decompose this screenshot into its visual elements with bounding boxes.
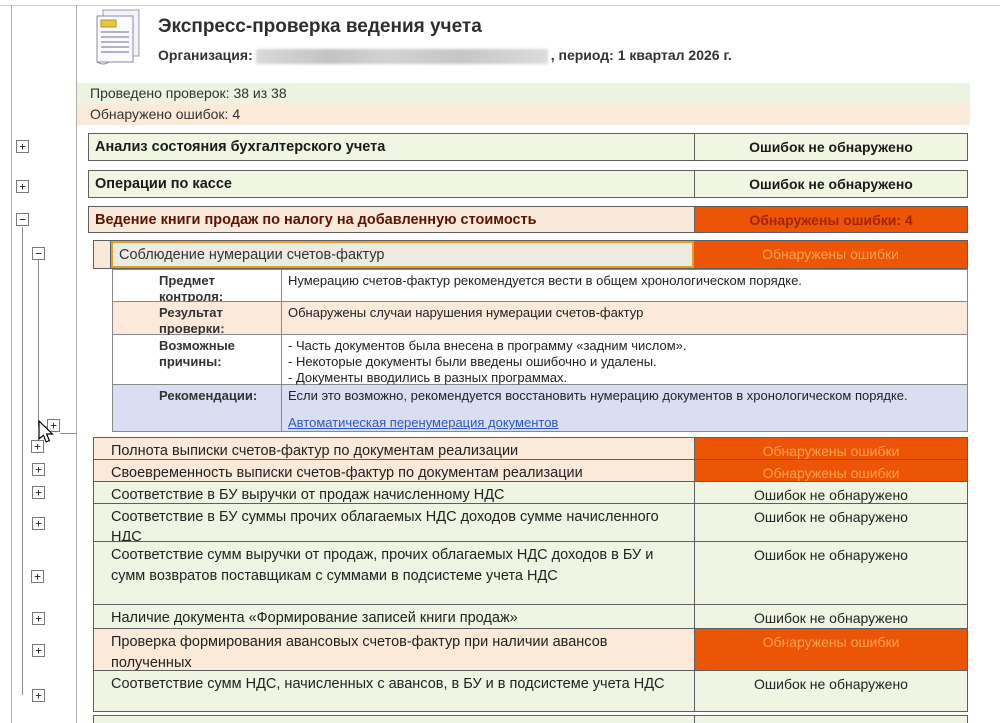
check-title[interactable]: Соответствие в БУ суммы прочих облагаемы… bbox=[94, 504, 694, 541]
cause-line: - Некоторые документы были введены ошибо… bbox=[288, 354, 657, 369]
check-status: Обнаружены ошибки bbox=[694, 438, 967, 459]
detail-row-result: Результат проверки: Обнаружены случаи на… bbox=[112, 302, 968, 336]
check-row-partial bbox=[93, 715, 968, 723]
detail-value: Если это возможно, рекомендуется восстан… bbox=[281, 385, 967, 431]
check-row[interactable]: Соответствие в БУ суммы прочих облагаемы… bbox=[93, 503, 968, 542]
detail-label: Предмет контроля: bbox=[159, 273, 224, 304]
report-document-icon bbox=[96, 9, 140, 65]
summary-checks-done: Проведено проверок: 38 из 38 bbox=[77, 83, 970, 104]
check-title[interactable]: Проверка формирования авансовых счетов-ф… bbox=[94, 629, 694, 670]
detail-value: Нумерацию счетов-фактур рекомендуется ве… bbox=[281, 270, 967, 301]
check-status: Ошибок не обнаружено bbox=[694, 542, 967, 604]
detail-row-subject: Предмет контроля: Нумерацию счетов-факту… bbox=[112, 269, 968, 304]
section-row-cash[interactable]: Операции по кассе Ошибок не обнаружено bbox=[88, 170, 968, 198]
check-status: Обнаружены ошибки bbox=[694, 629, 967, 670]
check-status bbox=[694, 716, 967, 723]
tree-toggle-recommendation[interactable]: + bbox=[47, 419, 60, 432]
detail-label: Рекомендации: bbox=[159, 388, 258, 403]
check-row[interactable]: Наличие документа «Формирование записей … bbox=[93, 604, 968, 629]
tree-toggle-check-8[interactable]: + bbox=[32, 689, 45, 702]
page-title: Экспресс-проверка ведения учета bbox=[158, 16, 482, 37]
tree-toggle-section-2[interactable]: + bbox=[16, 180, 29, 193]
auto-renumber-link[interactable]: Автоматическая перенумерация документов bbox=[288, 415, 559, 430]
check-status: Ошибок не обнаружено bbox=[694, 671, 967, 711]
period-text: , период: 1 квартал 2026 г. bbox=[550, 47, 732, 63]
recommendation-text: Если это возможно, рекомендуется восстан… bbox=[288, 388, 908, 403]
summary-errors-found: Обнаружено ошибок: 4 bbox=[77, 104, 970, 125]
tree-connector-check bbox=[38, 260, 39, 427]
check-title[interactable]: Соответствие в БУ выручки от продаж начи… bbox=[94, 482, 694, 503]
section-title[interactable]: Операции по кассе bbox=[89, 171, 694, 197]
section-row-accounting[interactable]: Анализ состояния бухгалтерского учета Ош… bbox=[88, 133, 968, 161]
tree-connector-section bbox=[22, 227, 23, 695]
detail-value: Обнаружены случаи нарушения нумерации сч… bbox=[281, 302, 967, 334]
section-title[interactable]: Ведение книги продаж по налогу на добавл… bbox=[89, 207, 694, 232]
detail-label: Результат проверки: bbox=[159, 305, 225, 336]
selected-check-status: Обнаружены ошибки bbox=[694, 241, 967, 268]
section-status: Ошибок не обнаружено bbox=[694, 134, 967, 160]
check-title[interactable]: Соответствие сумм НДС, начисленных с ава… bbox=[94, 671, 694, 711]
tree-toggle-section-3[interactable]: − bbox=[16, 213, 29, 226]
detail-label: Возможные причины: bbox=[159, 338, 235, 369]
check-status: Обнаружены ошибки bbox=[694, 460, 967, 481]
cause-line: - Часть документов была внесена в програ… bbox=[288, 338, 687, 353]
tree-toggle-check-6[interactable]: + bbox=[32, 612, 45, 625]
check-status: Ошибок не обнаружено bbox=[694, 482, 967, 503]
check-title[interactable]: Своевременность выписки счетов-фактур по… bbox=[94, 460, 694, 481]
check-status: Ошибок не обнаружено bbox=[694, 605, 967, 628]
cause-line: - Документы вводились в разных программа… bbox=[288, 370, 568, 385]
check-row[interactable]: Соответствие сумм НДС, начисленных с ава… bbox=[93, 670, 968, 712]
check-row[interactable]: Проверка формирования авансовых счетов-ф… bbox=[93, 628, 968, 671]
report-subtitle: Организация: , период: 1 квартал 2026 г. bbox=[158, 47, 732, 64]
section-status: Ошибок не обнаружено bbox=[694, 171, 967, 197]
check-row[interactable]: Соответствие сумм выручки от продаж, про… bbox=[93, 541, 968, 605]
check-title[interactable]: Наличие документа «Формирование записей … bbox=[94, 605, 694, 628]
detail-value: - Часть документов была внесена в програ… bbox=[281, 335, 967, 385]
check-row[interactable]: Своевременность выписки счетов-фактур по… bbox=[93, 459, 968, 482]
organization-redacted bbox=[255, 48, 548, 64]
tree-stub-h2 bbox=[60, 433, 77, 434]
top-divider bbox=[0, 5, 1000, 6]
tree-toggle-check-1[interactable]: + bbox=[31, 440, 44, 453]
organization-label: Организация: bbox=[158, 47, 253, 63]
section-title[interactable]: Анализ состояния бухгалтерского учета bbox=[89, 134, 694, 160]
tree-toggle-check-3[interactable]: + bbox=[32, 486, 45, 499]
selected-check-row[interactable]: Соблюдение нумерации счетов-фактур Обнар… bbox=[93, 240, 968, 269]
check-row[interactable]: Полнота выписки счетов-фактур по докумен… bbox=[93, 437, 968, 460]
check-title bbox=[94, 716, 694, 723]
left-rail-line bbox=[11, 5, 12, 723]
tree-indent-cell bbox=[94, 241, 111, 268]
check-row[interactable]: Соответствие в БУ выручки от продаж начи… bbox=[93, 481, 968, 504]
section-status: Обнаружены ошибки: 4 bbox=[694, 207, 967, 232]
detail-row-causes: Возможные причины: - Часть документов бы… bbox=[112, 335, 968, 385]
detail-row-recommendations: Рекомендации: Если это возможно, рекомен… bbox=[112, 385, 968, 432]
selected-check-title[interactable]: Соблюдение нумерации счетов-фактур bbox=[111, 241, 694, 268]
section-row-sales-book[interactable]: Ведение книги продаж по налогу на добавл… bbox=[88, 206, 968, 233]
check-status: Ошибок не обнаружено bbox=[694, 504, 967, 541]
tree-toggle-check-2[interactable]: + bbox=[32, 463, 45, 476]
check-title[interactable]: Соответствие сумм выручки от продаж, про… bbox=[94, 542, 694, 604]
tree-toggle-check-7[interactable]: + bbox=[32, 644, 45, 657]
tree-rail-line bbox=[76, 5, 77, 723]
tree-toggle-selected-check[interactable]: − bbox=[32, 247, 45, 260]
tree-toggle-check-4[interactable]: + bbox=[32, 517, 45, 530]
tree-toggle-check-5[interactable]: + bbox=[31, 570, 44, 583]
check-title[interactable]: Полнота выписки счетов-фактур по докумен… bbox=[94, 438, 694, 459]
tree-toggle-section-1[interactable]: + bbox=[16, 140, 29, 153]
